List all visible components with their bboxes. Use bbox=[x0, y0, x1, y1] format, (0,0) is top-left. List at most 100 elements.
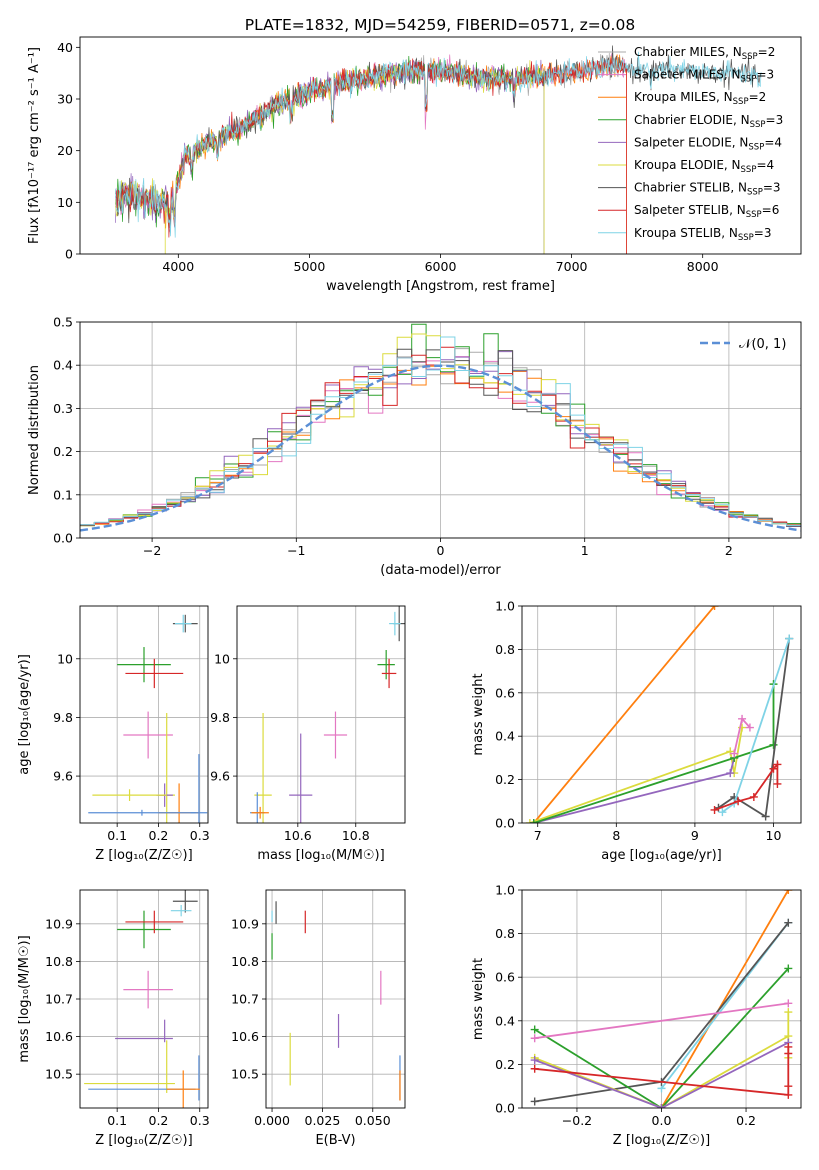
axes-frame bbox=[521, 889, 802, 1109]
weight-marker bbox=[718, 808, 727, 817]
y-tick-label: 20 bbox=[57, 143, 73, 158]
legend-label: Salpeter MILES, NSSP=3 bbox=[634, 68, 774, 85]
x-tick-label: 8000 bbox=[687, 259, 719, 274]
x-tick-label: 4000 bbox=[162, 259, 194, 274]
figure-title: PLATE=1832, MJD=54259, FIBERID=0571, z=0… bbox=[245, 16, 635, 34]
x-axis-label: wavelength [Angstrom, rest frame] bbox=[326, 279, 555, 294]
weight-marker bbox=[530, 1097, 539, 1106]
x-tick-label: 0.3 bbox=[190, 1113, 210, 1128]
y-axis-label: age [log₁₀(age/yr)] bbox=[17, 654, 32, 775]
panel-mass-vs-ebv: 0.000 0.025 0.050 10.5 10.6 10.7 10.8 10.9 E(B-V… bbox=[231, 889, 406, 1148]
y-tick-label: 0.8 bbox=[495, 926, 515, 941]
x-axis-label: Z [log₁₀(Z/Z☉)] bbox=[613, 1133, 710, 1148]
x-axis-label: age [log₁₀(age/yr)] bbox=[601, 848, 722, 863]
weight-marker bbox=[784, 999, 793, 1008]
panel-residuals: −2 −1 0 1 2 0.0 0.1 0.2 0.3 0.4 0.5 (data-model)/er… bbox=[27, 315, 802, 578]
y-tick-label: 0.5 bbox=[53, 315, 73, 330]
spectrum-line bbox=[115, 60, 545, 254]
weight-marker bbox=[769, 764, 778, 773]
axes-frame bbox=[79, 605, 209, 824]
weight-marker bbox=[529, 819, 538, 823]
y-tick-label: 10.9 bbox=[45, 916, 73, 931]
y-tick-label: 40 bbox=[57, 40, 73, 55]
x-tick-label: 6000 bbox=[425, 259, 457, 274]
x-tick-label: 7 bbox=[534, 828, 542, 843]
axes-frame bbox=[265, 889, 406, 1109]
x-tick-label: 0 bbox=[437, 543, 445, 558]
x-axis-label: Z [log₁₀(Z/Z☉)] bbox=[95, 848, 192, 863]
x-tick-label: 8 bbox=[612, 828, 620, 843]
y-tick-label: 0.4 bbox=[53, 358, 73, 373]
plot-area bbox=[522, 890, 801, 1108]
y-tick-label: 9.8 bbox=[210, 710, 230, 725]
legend-label: Chabrier MILES, NSSP=2 bbox=[634, 45, 775, 62]
legend-label: Kroupa MILES, NSSP=2 bbox=[634, 90, 766, 107]
weight-line bbox=[534, 1041, 789, 1108]
y-axis-label: Flux [fλ10⁻¹⁷ erg cm⁻² s⁻¹ A⁻¹] bbox=[27, 47, 42, 244]
normal-curve bbox=[80, 364, 801, 532]
y-tick-label: 0.8 bbox=[495, 642, 515, 657]
y-axis-label: Normed distribution bbox=[27, 365, 42, 495]
y-tick-label: 1.0 bbox=[495, 883, 515, 898]
weight-line bbox=[529, 727, 743, 823]
plot-area bbox=[522, 606, 801, 823]
plot-area bbox=[80, 322, 801, 538]
plot-area bbox=[80, 606, 208, 823]
weight-marker bbox=[784, 1090, 793, 1099]
legend-label: Kroupa ELODIE, NSSP=4 bbox=[634, 158, 774, 175]
x-tick-label: 0.000 bbox=[254, 1113, 290, 1128]
legend-label: Chabrier ELODIE, NSSP=3 bbox=[634, 113, 783, 130]
y-tick-label: 0 bbox=[65, 247, 73, 262]
x-tick-label: 10 bbox=[766, 828, 782, 843]
y-tick-label: 0.0 bbox=[495, 1101, 515, 1116]
y-axis-label: mass weight bbox=[471, 958, 486, 1040]
x-tick-label: 7000 bbox=[556, 259, 588, 274]
y-tick-label: 30 bbox=[57, 92, 73, 107]
weight-marker bbox=[657, 1104, 666, 1108]
y-tick-label: 9.6 bbox=[53, 769, 73, 784]
y-axis-label: mass weight bbox=[471, 673, 486, 755]
weight-line bbox=[533, 606, 716, 823]
x-tick-label: 0.3 bbox=[190, 828, 210, 843]
y-tick-label: 10.5 bbox=[231, 1067, 259, 1082]
y-tick-label: 0.4 bbox=[495, 1013, 515, 1028]
panel-age-vs-Z: 0.1 0.2 0.3 9.6 9.8 10 Z [log₁₀(Z/Z☉)] age [log… bbox=[17, 605, 210, 863]
weight-marker bbox=[784, 964, 793, 973]
weight-marker bbox=[530, 1034, 539, 1043]
x-tick-label: 0.2 bbox=[149, 1113, 169, 1128]
y-tick-label: 0.0 bbox=[495, 816, 515, 831]
x-axis-label: E(B-V) bbox=[315, 1133, 355, 1148]
y-axis-label: mass [log₁₀(M/M☉)] bbox=[17, 935, 32, 1062]
y-tick-label: 10 bbox=[57, 651, 73, 666]
x-tick-label: 0.0 bbox=[652, 1113, 672, 1128]
x-axis-label: mass [log₁₀(M/M☉)] bbox=[257, 848, 384, 863]
axes-frame bbox=[79, 321, 802, 539]
y-tick-label: 1.0 bbox=[495, 599, 515, 614]
x-tick-label: 5000 bbox=[294, 259, 326, 274]
x-axis-label: (data-model)/error bbox=[380, 563, 501, 578]
y-tick-label: 10.7 bbox=[231, 992, 259, 1007]
x-tick-label: 0.2 bbox=[149, 828, 169, 843]
x-tick-label: 0.1 bbox=[107, 828, 127, 843]
x-axis-label: Z [log₁₀(Z/Z☉)] bbox=[95, 1133, 192, 1148]
y-tick-label: 0.2 bbox=[495, 772, 515, 787]
y-tick-label: 10.9 bbox=[231, 916, 259, 931]
x-tick-label: 9 bbox=[691, 828, 699, 843]
y-tick-label: 9.6 bbox=[210, 769, 230, 784]
weight-marker bbox=[734, 797, 743, 806]
weight-marker bbox=[530, 1056, 539, 1065]
weight-marker bbox=[769, 740, 778, 749]
panel-mass-weight-vs-age: 7 8 9 10 0.0 0.2 0.4 0.6 0.8 1.0 age [log₁₀(age/yr… bbox=[471, 599, 802, 863]
legend-label: Salpeter STELIB, NSSP=6 bbox=[634, 203, 779, 220]
y-tick-label: 0.6 bbox=[495, 970, 515, 985]
plot-area bbox=[80, 890, 208, 1108]
weight-marker bbox=[785, 634, 794, 643]
axes-frame bbox=[79, 889, 209, 1109]
x-tick-label: −2 bbox=[143, 543, 161, 558]
weight-line bbox=[660, 890, 790, 1108]
histogram-step bbox=[80, 336, 801, 526]
weight-marker bbox=[749, 792, 758, 801]
legend-label: Kroupa STELIB, NSSP=3 bbox=[634, 226, 772, 243]
weight-line bbox=[721, 638, 791, 813]
